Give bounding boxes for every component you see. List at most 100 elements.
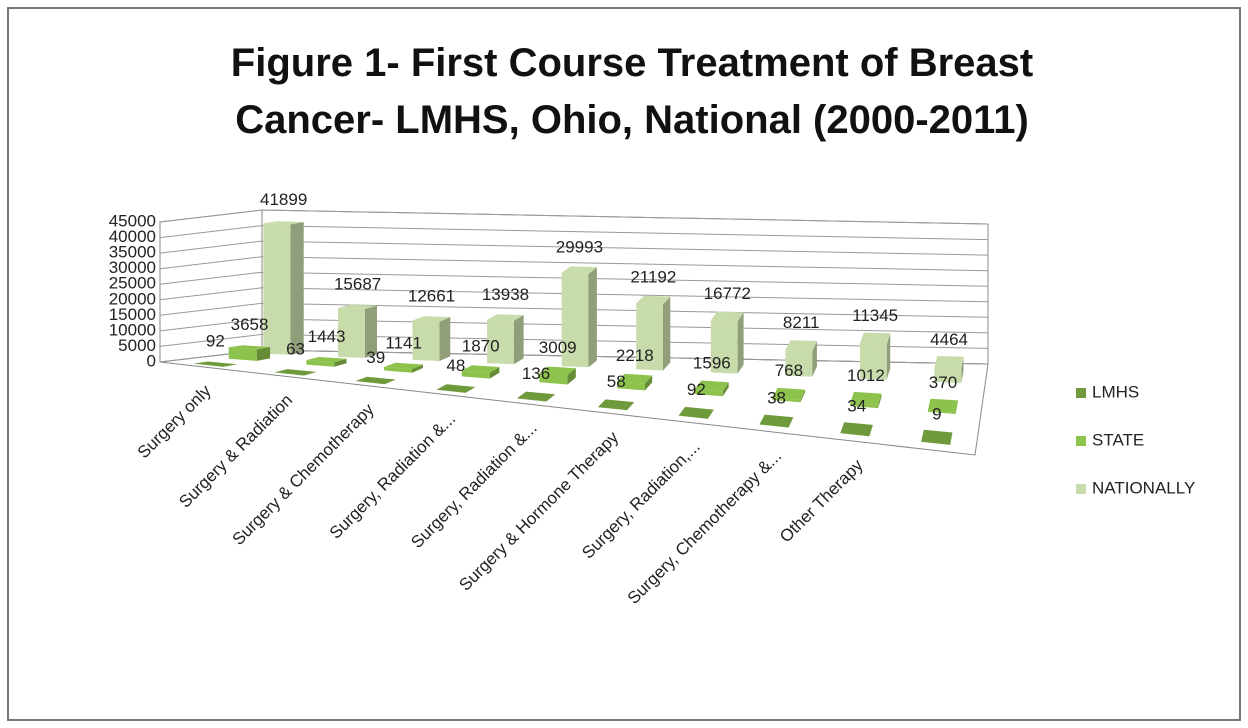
chart-title: Figure 1- First Course Treatment of Brea… — [231, 41, 1033, 142]
bar-side — [303, 371, 317, 376]
bar-front — [487, 319, 514, 365]
legend-swatch — [1076, 436, 1086, 446]
bar-side — [223, 364, 237, 367]
bar-front — [539, 373, 568, 385]
data-label: 1012 — [847, 366, 885, 385]
bar-top — [617, 373, 653, 384]
y-tick-label: 45000 — [109, 211, 156, 230]
bar-top — [678, 406, 714, 419]
bar-front — [617, 381, 645, 391]
bar-side — [869, 424, 873, 437]
legend-swatch — [1076, 484, 1086, 494]
y-tick-label: 0 — [147, 351, 156, 370]
bar-front — [785, 350, 813, 377]
bar-top — [355, 376, 396, 385]
bar-top — [850, 391, 882, 405]
bar-top — [194, 361, 237, 367]
bar-front — [412, 320, 440, 361]
bar-side — [645, 375, 653, 391]
bar-top — [228, 345, 271, 350]
bar-side — [950, 432, 953, 445]
y-tick-label: 5000 — [118, 336, 156, 355]
bar-top — [539, 366, 576, 376]
bar-side — [290, 222, 304, 355]
grid-line — [159, 302, 989, 318]
data-label: 3658 — [231, 315, 269, 334]
bar-front — [694, 389, 723, 397]
data-label: 4464 — [930, 330, 968, 349]
bar-front — [306, 360, 335, 367]
data-label: 58 — [607, 372, 626, 391]
bar-top — [487, 314, 524, 321]
data-label: 41899 — [260, 190, 307, 209]
data-label: 1443 — [308, 327, 346, 346]
data-label: 11345 — [852, 306, 898, 325]
title-line: Figure 1- First Course Treatment of Brea… — [231, 41, 1033, 85]
bar-front — [228, 347, 257, 361]
bar-side — [812, 341, 817, 377]
grid-line — [159, 271, 989, 287]
bar-front — [598, 407, 627, 411]
data-label: 1141 — [385, 333, 422, 352]
bar-front — [194, 363, 224, 367]
bar-top — [921, 429, 953, 445]
data-label: 21192 — [630, 268, 676, 287]
bar-front — [759, 424, 789, 428]
bar-side — [955, 400, 958, 414]
bar-side — [513, 315, 524, 365]
bar-side — [737, 312, 744, 374]
y-tick-label: 10000 — [109, 320, 156, 339]
bar-top — [461, 365, 500, 373]
bar-side — [546, 394, 555, 402]
bar-front — [355, 381, 385, 385]
bar-front — [274, 372, 304, 376]
bar-top — [710, 311, 744, 322]
data-label: 8211 — [783, 313, 820, 332]
bar-side — [412, 364, 423, 373]
bar-side — [489, 367, 500, 379]
bar-front — [338, 308, 365, 358]
grid-line — [159, 287, 989, 303]
grid-line — [159, 318, 989, 334]
bar-side — [707, 409, 714, 419]
bar-side — [465, 387, 476, 393]
data-label: 2218 — [616, 346, 654, 365]
bar-side — [588, 267, 597, 368]
data-label: 3009 — [539, 338, 577, 357]
bar-top — [436, 384, 476, 393]
bar-side — [627, 402, 635, 411]
bar-top — [840, 422, 873, 437]
y-tick-label: 30000 — [109, 258, 156, 277]
bar-top — [934, 356, 964, 370]
bar-front — [927, 410, 956, 414]
bar-side — [439, 317, 451, 361]
data-label: 34 — [847, 397, 866, 416]
bar-top — [759, 414, 794, 428]
data-label: 13938 — [482, 285, 529, 304]
bar-side — [800, 389, 806, 403]
bar-top — [598, 399, 635, 411]
bar-side — [788, 417, 794, 428]
bar-front — [461, 370, 490, 379]
data-label: 136 — [522, 364, 550, 383]
bar-top — [517, 391, 555, 402]
data-label: 29993 — [556, 238, 603, 257]
bar-top — [636, 295, 671, 305]
bar-side — [256, 347, 271, 361]
grid-line — [159, 333, 989, 349]
bar-front — [636, 303, 663, 371]
bar-top — [785, 340, 817, 352]
data-label: 9 — [932, 405, 941, 424]
grid-line — [159, 225, 989, 241]
bar-front — [517, 398, 547, 402]
data-label: 15687 — [334, 274, 381, 293]
data-label: 768 — [775, 361, 803, 380]
data-label: 92 — [687, 380, 706, 399]
bar-side — [663, 296, 671, 371]
data-label: 370 — [929, 373, 957, 392]
bar-front — [859, 343, 887, 380]
data-label: 39 — [366, 348, 385, 367]
bar-top — [412, 316, 451, 322]
